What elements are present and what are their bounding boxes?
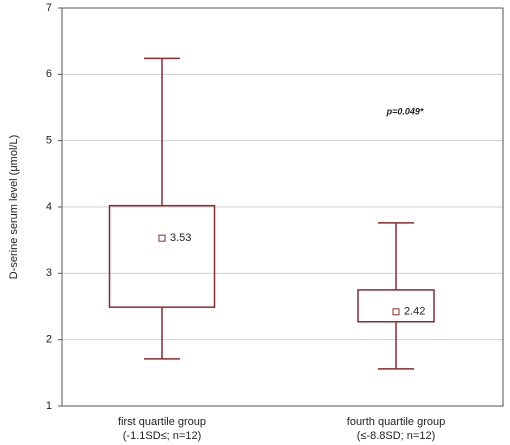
mean-label: 2.42 <box>404 306 425 318</box>
x-tick-label: fourth quartile group <box>347 416 445 428</box>
y-tick-label: 5 <box>46 135 52 147</box>
mean-marker <box>392 308 400 316</box>
y-tick-label: 6 <box>46 68 52 80</box>
mean-label: 3.53 <box>170 232 191 244</box>
y-tick-label: 4 <box>46 201 52 213</box>
plot-frame <box>61 7 504 407</box>
y-tick-label: 7 <box>46 2 52 14</box>
y-tick-label: 3 <box>46 267 52 279</box>
box <box>108 204 216 308</box>
y-tick-label: 2 <box>46 334 52 346</box>
x-tick-label: (-1.1SD≤; n=12) <box>123 430 202 442</box>
box <box>357 289 435 323</box>
x-tick-label: (≤-8.8SD; n=12) <box>357 430 436 442</box>
y-axis-label: D-serine serum level (μmol/L) <box>8 135 20 279</box>
mean-marker <box>158 234 166 242</box>
annotation: p=0.049* <box>386 106 424 116</box>
y-tick-label: 1 <box>46 400 52 412</box>
x-tick-label: first quartile group <box>118 416 206 428</box>
